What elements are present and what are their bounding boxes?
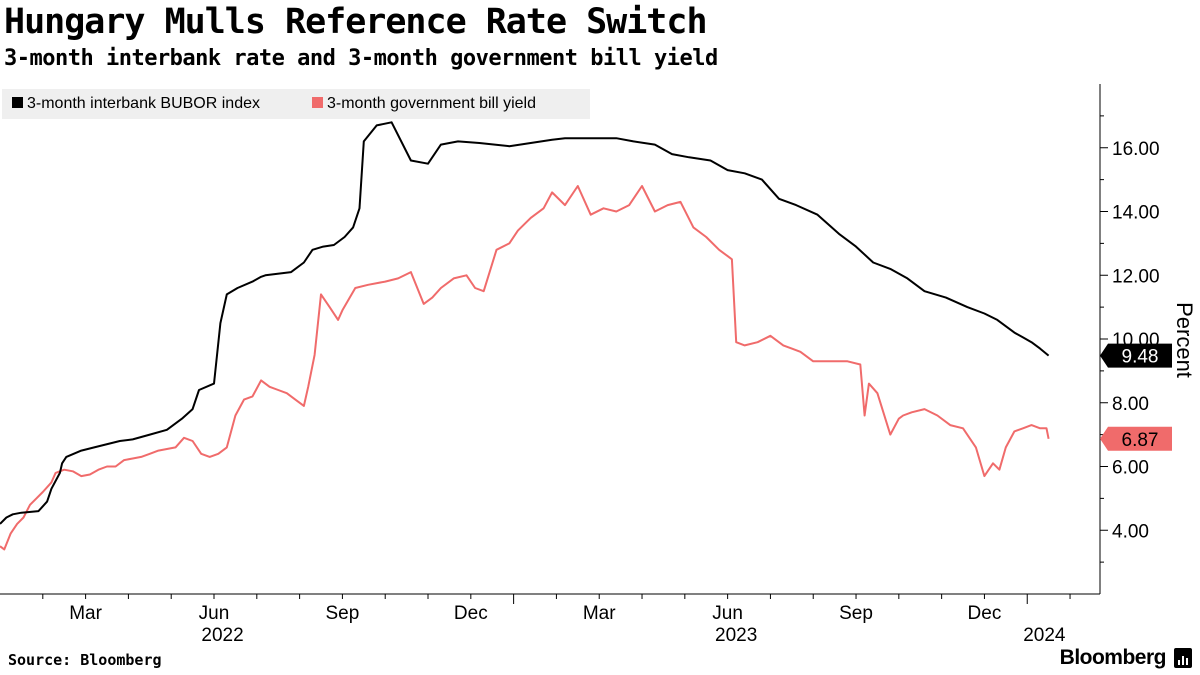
y-tick-label: 12.00 <box>1112 266 1160 287</box>
x-tick-label: Dec <box>968 603 1002 624</box>
y-tick-label: 14.00 <box>1112 203 1160 224</box>
x-year-label: 2024 <box>1023 625 1066 646</box>
x-tick-label: Sep <box>326 603 360 624</box>
series-line-bubor <box>0 121 1050 525</box>
chart-title: Hungary Mulls Reference Rate Switch <box>4 2 708 42</box>
x-tick-label: Dec <box>454 603 488 624</box>
legend-label-tbill: 3-month government bill yield <box>327 95 536 112</box>
last-value-badge <box>1100 426 1172 451</box>
bloomberg-logo: Bloomberg <box>1059 646 1167 669</box>
x-year-label: 2023 <box>715 625 757 646</box>
series-layer <box>0 121 1050 551</box>
legend-label-bubor: 3-month interbank BUBOR index <box>27 95 260 112</box>
last-value-text: 6.87 <box>1122 430 1159 451</box>
legend-swatch-bubor <box>12 97 23 108</box>
y-axis-label: Percent <box>1172 302 1197 378</box>
last-value-text: 9.48 <box>1122 347 1159 368</box>
x-tick-label: Jun <box>199 603 230 624</box>
x-year-label: 2022 <box>201 625 243 646</box>
y-tick-label: 16.00 <box>1112 139 1160 160</box>
end-labels: 9.48 6.87 <box>1100 343 1172 451</box>
x-tick-label: Mar <box>583 603 616 624</box>
series-line-tbill <box>0 185 1050 551</box>
y-tick-label: 8.00 <box>1112 394 1149 415</box>
x-tick-label: Sep <box>839 603 873 624</box>
last-value-label-bubor: 9.48 <box>1100 343 1172 368</box>
y-tick-label: 6.00 <box>1112 458 1149 479</box>
y-tick-label: 4.00 <box>1112 521 1149 542</box>
legend-background <box>2 89 590 119</box>
chart-subtitle: 3-month interbank rate and 3-month gover… <box>4 46 718 71</box>
source-note: Source: Bloomberg <box>8 651 162 669</box>
last-value-label-tbill: 6.87 <box>1100 426 1172 451</box>
legend-swatch-tbill <box>312 97 323 108</box>
bloomberg-chart-icon <box>1174 648 1192 668</box>
x-tick-label: Mar <box>69 603 102 624</box>
x-axis: Mar Jun Sep Dec Mar Jun Sep Dec 2022 2023 2024 <box>0 593 1100 646</box>
x-tick-label: Jun <box>712 603 743 624</box>
last-value-badge <box>1100 343 1172 368</box>
